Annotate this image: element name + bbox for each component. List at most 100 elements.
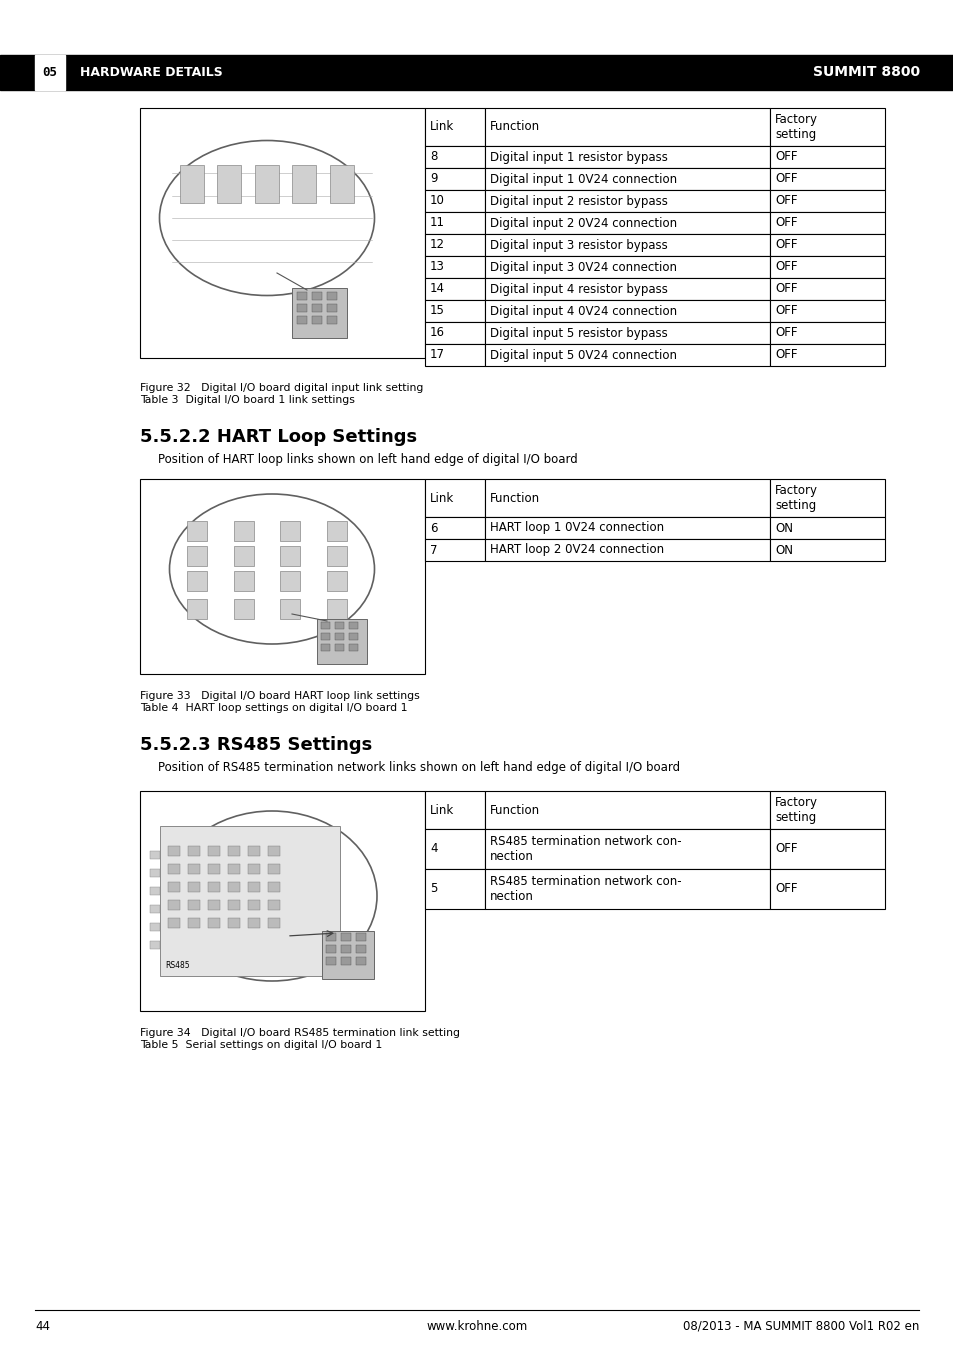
Text: 5.5.2.2 HART Loop Settings: 5.5.2.2 HART Loop Settings — [140, 428, 416, 446]
Bar — [424, 517, 484, 539]
Bar — [296, 316, 307, 324]
Bar — [320, 644, 330, 651]
Text: ON: ON — [774, 544, 792, 556]
Bar — [424, 234, 484, 256]
Text: www.krohne.com: www.krohne.com — [426, 1319, 527, 1332]
Bar — [248, 900, 260, 910]
Bar — [188, 864, 200, 873]
Bar — [187, 599, 207, 620]
Bar — [484, 146, 769, 167]
Bar — [254, 165, 278, 202]
Bar — [769, 300, 884, 323]
Text: Figure 34   Digital I/O board RS485 termination link setting
Table 5  Serial set: Figure 34 Digital I/O board RS485 termin… — [140, 1029, 459, 1050]
Bar — [208, 900, 220, 910]
Bar — [150, 869, 160, 878]
Text: OFF: OFF — [774, 150, 797, 163]
Bar — [769, 256, 884, 278]
Bar — [327, 571, 347, 591]
Bar — [484, 300, 769, 323]
Bar — [168, 846, 180, 856]
Bar — [769, 539, 884, 562]
Text: 10: 10 — [430, 194, 444, 208]
Bar — [188, 918, 200, 927]
Bar — [484, 869, 769, 909]
Text: OFF: OFF — [774, 327, 797, 339]
Text: Digital input 2 resistor bypass: Digital input 2 resistor bypass — [489, 194, 667, 208]
Bar — [233, 521, 253, 541]
Text: Digital input 2 0V24 connection: Digital input 2 0V24 connection — [489, 216, 677, 230]
Bar — [187, 545, 207, 566]
Text: Digital input 5 resistor bypass: Digital input 5 resistor bypass — [489, 327, 667, 339]
Bar — [292, 288, 347, 338]
Text: 17: 17 — [430, 348, 444, 362]
Bar — [248, 918, 260, 927]
Text: Factory
setting: Factory setting — [774, 796, 817, 824]
Bar — [150, 941, 160, 949]
Bar — [349, 644, 357, 651]
Bar — [268, 846, 280, 856]
Text: HARDWARE DETAILS: HARDWARE DETAILS — [80, 66, 222, 80]
Bar — [769, 167, 884, 190]
Bar — [296, 304, 307, 312]
Bar — [769, 479, 884, 517]
Bar — [168, 864, 180, 873]
Text: 15: 15 — [430, 305, 444, 317]
Bar — [424, 190, 484, 212]
Bar — [187, 521, 207, 541]
Bar — [208, 846, 220, 856]
Bar — [424, 539, 484, 562]
Text: 5: 5 — [430, 883, 436, 895]
Bar — [327, 316, 336, 324]
Text: Factory
setting: Factory setting — [774, 113, 817, 140]
Bar — [335, 644, 344, 651]
Bar — [769, 234, 884, 256]
Bar — [484, 479, 769, 517]
Text: 8: 8 — [430, 150, 436, 163]
Bar — [326, 945, 335, 953]
Bar — [484, 108, 769, 146]
Text: Link: Link — [430, 120, 454, 134]
Bar — [268, 900, 280, 910]
Bar — [327, 545, 347, 566]
Bar — [233, 571, 253, 591]
Text: OFF: OFF — [774, 239, 797, 251]
Bar — [248, 864, 260, 873]
Bar — [0, 55, 953, 90]
Bar — [35, 55, 65, 90]
Bar — [280, 571, 300, 591]
Bar — [248, 882, 260, 892]
Bar — [424, 323, 484, 344]
Bar — [327, 292, 336, 300]
Bar — [150, 850, 160, 859]
Bar — [424, 212, 484, 234]
Bar — [248, 846, 260, 856]
Bar — [424, 278, 484, 300]
Bar — [268, 864, 280, 873]
Text: Factory
setting: Factory setting — [774, 485, 817, 512]
Bar — [424, 300, 484, 323]
Bar — [312, 316, 322, 324]
Text: Digital input 3 0V24 connection: Digital input 3 0V24 connection — [489, 261, 676, 274]
Bar — [349, 633, 357, 640]
Text: 05: 05 — [43, 66, 57, 80]
Text: RS485: RS485 — [165, 961, 190, 971]
Bar — [769, 278, 884, 300]
Bar — [150, 904, 160, 913]
Text: Figure 32   Digital I/O board digital input link setting
Table 3  Digital I/O bo: Figure 32 Digital I/O board digital inpu… — [140, 383, 423, 405]
Bar — [150, 887, 160, 895]
Bar — [188, 882, 200, 892]
Text: OFF: OFF — [774, 216, 797, 230]
Bar — [424, 479, 484, 517]
Text: 9: 9 — [430, 173, 437, 185]
Bar — [233, 599, 253, 620]
Bar — [484, 517, 769, 539]
Text: 16: 16 — [430, 327, 444, 339]
Bar — [484, 829, 769, 869]
Bar — [769, 517, 884, 539]
Text: OFF: OFF — [774, 348, 797, 362]
Text: Link: Link — [430, 491, 454, 505]
Bar — [340, 933, 351, 941]
Bar — [208, 918, 220, 927]
Bar — [188, 900, 200, 910]
Bar — [484, 278, 769, 300]
